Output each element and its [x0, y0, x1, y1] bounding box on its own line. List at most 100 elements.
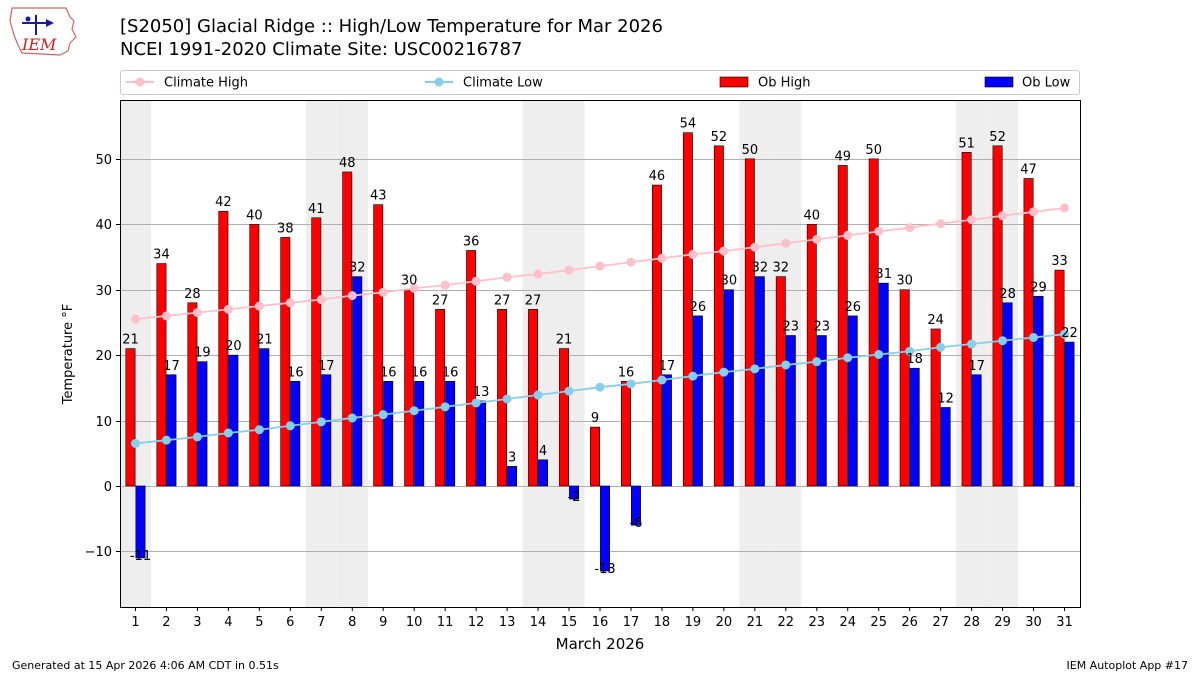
x-tick-label-18: 18 — [654, 615, 671, 630]
climate-high-point-15 — [564, 265, 574, 275]
ob-low-bar-16 — [600, 485, 610, 572]
x-tick-label-6: 6 — [286, 615, 294, 630]
x-tick-label-13: 13 — [499, 615, 516, 630]
ob-low-label-11: 16 — [442, 365, 459, 380]
climate-low-point-19 — [688, 371, 698, 381]
climate-high-point-30 — [1029, 207, 1039, 217]
climate-high-point-21 — [750, 242, 760, 252]
y-axis-label: Temperature °F — [61, 304, 76, 405]
climate-high-point-12 — [471, 276, 481, 286]
x-tick-label-27: 27 — [932, 615, 949, 630]
ob-low-bar-2 — [166, 374, 177, 487]
ob-high-label-19: 54 — [680, 117, 697, 132]
legend: Climate High Climate Low Ob High Ob Low — [120, 70, 1080, 95]
app-footer: IEM Autoplot App #17 — [1066, 659, 1189, 672]
climate-low-point-15 — [564, 386, 574, 396]
climate-high-point-4 — [223, 304, 233, 314]
ob-low-bar-20 — [723, 289, 734, 487]
climate-low-point-17 — [626, 379, 636, 389]
ob-high-bar-5 — [249, 223, 260, 487]
climate-low-point-4 — [223, 428, 233, 438]
climate-low-point-7 — [316, 417, 326, 427]
ob-low-label-16: -13 — [594, 562, 615, 577]
ob-high-label-18: 46 — [649, 169, 666, 184]
ob-low-label-29: 28 — [999, 287, 1016, 302]
y-tick-label-40: 40 — [95, 218, 112, 233]
ob-low-bar-9 — [383, 381, 394, 487]
shaded-day-28 — [956, 100, 988, 607]
ob-high-label-23: 40 — [804, 208, 821, 223]
ob-low-label-4: 20 — [225, 339, 242, 354]
climate-low-point-10 — [409, 406, 419, 416]
ob-high-bar-17 — [621, 381, 631, 487]
ob-high-bar-19 — [682, 132, 693, 487]
ob-low-bar-14 — [538, 459, 549, 487]
x-tick-label-25: 25 — [870, 615, 887, 630]
legend-ob-low: Ob Low — [984, 76, 1071, 91]
ob-high-bar-9 — [373, 204, 384, 487]
x-tick-label-4: 4 — [224, 615, 232, 630]
climate-high-point-6 — [285, 298, 295, 308]
ob-low-label-22: 23 — [783, 320, 800, 335]
ob-high-bar-10 — [404, 289, 415, 487]
x-tick-label-23: 23 — [809, 615, 826, 630]
ob-low-bar-30 — [1033, 295, 1044, 487]
ob-high-label-22: 32 — [773, 261, 790, 276]
climate-low-point-20 — [719, 367, 729, 377]
ob-low-bar-5 — [259, 348, 270, 487]
ob-low-label-23: 23 — [814, 320, 831, 335]
climate-low-point-18 — [657, 375, 667, 385]
x-tick-label-22: 22 — [778, 615, 795, 630]
chart-title: [S2050] Glacial Ridge :: High/Low Temper… — [120, 16, 663, 37]
legend-climate-low-marker — [434, 77, 444, 87]
ob-low-label-30: 29 — [1030, 280, 1047, 295]
ob-low-label-10: 16 — [411, 365, 428, 380]
x-tick-label-15: 15 — [561, 615, 578, 630]
legend-ob-low-label: Ob Low — [1022, 76, 1071, 91]
ob-low-bar-29 — [1002, 302, 1013, 487]
x-tick-label-3: 3 — [193, 615, 201, 630]
climate-high-point-5 — [254, 301, 264, 311]
ob-high-bar-31 — [1054, 269, 1065, 487]
ob-high-label-16: 9 — [591, 411, 599, 426]
ob-high-label-21: 50 — [742, 143, 759, 158]
ob-low-label-14: 4 — [539, 444, 547, 459]
logo-text: IEM — [21, 35, 57, 54]
x-tick-label-28: 28 — [963, 615, 980, 630]
climate-low-point-25 — [874, 349, 884, 359]
climate-low-point-8 — [347, 413, 357, 423]
climate-low-point-12 — [471, 398, 481, 408]
legend-ob-high-swatch — [719, 76, 749, 88]
climate-high-point-18 — [657, 253, 667, 263]
climate-low-point-14 — [533, 390, 543, 400]
gridlines — [120, 159, 1080, 552]
ob-high-label-13: 27 — [494, 293, 511, 308]
climate-low-point-21 — [750, 364, 760, 374]
climate-high-point-13 — [502, 272, 512, 282]
climate-high-point-2 — [161, 311, 171, 321]
x-tick-label-2: 2 — [162, 615, 170, 630]
climate-high-point-3 — [192, 308, 202, 318]
shaded-day-21 — [739, 100, 771, 607]
climate-high-point-11 — [440, 280, 450, 290]
y-tick-label-0: 0 — [104, 480, 112, 495]
y-tick-label-10: 10 — [95, 415, 112, 430]
ob-high-label-10: 30 — [401, 274, 418, 289]
climate-high-point-22 — [781, 238, 791, 248]
ob-high-label-25: 50 — [865, 143, 882, 158]
climate-low-point-11 — [440, 402, 450, 412]
climate-high-point-28 — [967, 215, 977, 225]
ob-low-bar-12 — [476, 400, 487, 487]
ob-low-bar-28 — [971, 374, 982, 487]
ob-low-bar-11 — [445, 381, 456, 487]
ob-high-label-14: 27 — [525, 293, 542, 308]
ob-high-bar-18 — [651, 184, 662, 487]
legend-climate-high: Climate High — [126, 76, 248, 91]
ob-high-label-28: 51 — [958, 136, 975, 151]
x-tick-label-5: 5 — [255, 615, 263, 630]
ob-low-label-2: 17 — [163, 359, 180, 374]
climate-high-point-10 — [409, 283, 419, 293]
ob-high-label-2: 34 — [153, 248, 170, 263]
climate-low-point-2 — [161, 435, 171, 445]
ob-high-label-17: 16 — [618, 365, 635, 380]
